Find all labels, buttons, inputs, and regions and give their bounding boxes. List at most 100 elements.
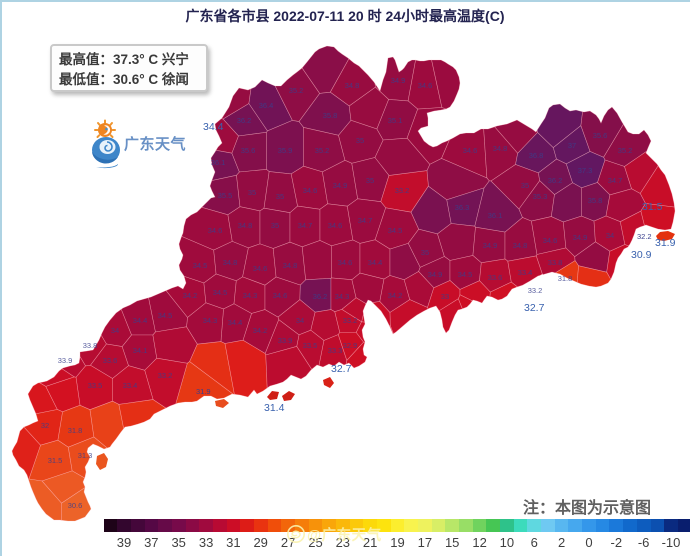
svg-text:36.2: 36.2 — [237, 116, 252, 125]
svg-text:34.6: 34.6 — [418, 81, 433, 90]
svg-text:31.5: 31.5 — [642, 201, 663, 213]
svg-text:34.9: 34.9 — [333, 181, 348, 190]
svg-text:33.3: 33.3 — [328, 346, 343, 355]
svg-text:34.2: 34.2 — [388, 291, 403, 300]
svg-text:34.6: 34.6 — [328, 221, 343, 230]
svg-text:35.5: 35.5 — [218, 191, 233, 200]
svg-text:34.8: 34.8 — [238, 221, 253, 230]
svg-text:35: 35 — [421, 248, 429, 257]
svg-text:35.2: 35.2 — [315, 146, 330, 155]
svg-text:33.8: 33.8 — [548, 258, 563, 267]
svg-text:35: 35 — [276, 192, 284, 201]
svg-text:36.8: 36.8 — [529, 151, 544, 160]
svg-text:34.5: 34.5 — [388, 226, 403, 235]
svg-text:34.6: 34.6 — [303, 186, 318, 195]
svg-text:33.9: 33.9 — [278, 336, 293, 345]
svg-text:34.5: 34.5 — [158, 311, 173, 320]
svg-text:34.6: 34.6 — [273, 291, 288, 300]
svg-text:33.2: 33.2 — [395, 186, 410, 195]
svg-text:34.9: 34.9 — [391, 76, 406, 85]
svg-text:34.8: 34.8 — [223, 258, 238, 267]
svg-text:32.2: 32.2 — [637, 232, 652, 241]
svg-text:34.8: 34.8 — [493, 144, 508, 153]
svg-text:33.2: 33.2 — [528, 286, 543, 295]
svg-text:35: 35 — [271, 221, 279, 230]
svg-text:33.5: 33.5 — [303, 341, 318, 350]
svg-text:35: 35 — [248, 188, 256, 197]
svg-text:35.8: 35.8 — [588, 196, 603, 205]
svg-text:33.4: 33.4 — [123, 381, 138, 390]
svg-text:34.5: 34.5 — [458, 270, 473, 279]
svg-text:33.2: 33.2 — [158, 371, 173, 380]
svg-text:34.4: 34.4 — [133, 316, 148, 325]
svg-text:37: 37 — [568, 141, 576, 150]
svg-text:31.4: 31.4 — [264, 402, 285, 414]
svg-text:31.5: 31.5 — [48, 456, 63, 465]
svg-text:34.3: 34.3 — [243, 291, 258, 300]
svg-text:32.9: 32.9 — [343, 341, 358, 350]
svg-text:35: 35 — [521, 181, 529, 190]
svg-text:33.5: 33.5 — [88, 381, 103, 390]
svg-text:34.7: 34.7 — [298, 221, 313, 230]
svg-text:37.3: 37.3 — [578, 166, 593, 175]
svg-text:34.2: 34.2 — [253, 326, 268, 335]
svg-text:34.6: 34.6 — [208, 226, 223, 235]
svg-text:34.7: 34.7 — [608, 176, 623, 185]
svg-text:34.9: 34.9 — [428, 270, 443, 279]
svg-text:35.8: 35.8 — [323, 111, 338, 120]
svg-text:34.9: 34.9 — [483, 241, 498, 250]
svg-text:34.4: 34.4 — [368, 258, 383, 267]
svg-text:34.8: 34.8 — [345, 81, 360, 90]
svg-text:34.4: 34.4 — [203, 121, 224, 133]
svg-text:33.6: 33.6 — [488, 273, 503, 282]
svg-text:33: 33 — [441, 292, 449, 301]
svg-text:34.5: 34.5 — [213, 288, 228, 297]
svg-text:33.6: 33.6 — [103, 356, 118, 365]
svg-text:34.7: 34.7 — [358, 216, 373, 225]
svg-text:35.9: 35.9 — [278, 146, 293, 155]
svg-text:36.3: 36.3 — [455, 203, 470, 212]
svg-text:30.9: 30.9 — [631, 249, 652, 261]
svg-text:35: 35 — [366, 176, 374, 185]
svg-text:34.8: 34.8 — [513, 241, 528, 250]
svg-text:36.1: 36.1 — [488, 211, 503, 220]
svg-text:34.5: 34.5 — [193, 261, 208, 270]
svg-text:34: 34 — [111, 326, 119, 335]
svg-text:32.7: 32.7 — [331, 363, 352, 375]
svg-text:34.1: 34.1 — [133, 346, 148, 355]
svg-text:34.6: 34.6 — [253, 264, 268, 273]
svg-text:34.6: 34.6 — [543, 236, 558, 245]
svg-text:33.4: 33.4 — [518, 268, 533, 277]
svg-text:34.9: 34.9 — [573, 233, 588, 242]
svg-text:34.2: 34.2 — [183, 291, 198, 300]
svg-text:30.6: 30.6 — [68, 501, 83, 510]
svg-text:33.2: 33.2 — [343, 316, 358, 325]
svg-text:31.9: 31.9 — [655, 237, 676, 249]
svg-text:34: 34 — [296, 316, 304, 325]
svg-text:34.6: 34.6 — [338, 258, 353, 267]
svg-text:34.3: 34.3 — [335, 292, 350, 301]
svg-text:33.9: 33.9 — [58, 356, 73, 365]
svg-text:35.6: 35.6 — [241, 146, 256, 155]
svg-text:35.2: 35.2 — [618, 146, 633, 155]
svg-text:34.6: 34.6 — [463, 146, 478, 155]
svg-text:31.3: 31.3 — [78, 451, 93, 460]
svg-text:31.9: 31.9 — [196, 387, 211, 396]
svg-text:34: 34 — [606, 231, 614, 240]
svg-text:35: 35 — [356, 136, 364, 145]
svg-text:36.2: 36.2 — [548, 176, 563, 185]
svg-text:35.6: 35.6 — [593, 131, 608, 140]
svg-text:31.8: 31.8 — [558, 274, 573, 283]
svg-text:34.4: 34.4 — [228, 318, 243, 327]
svg-text:31.8: 31.8 — [68, 426, 83, 435]
svg-text:36.2: 36.2 — [313, 292, 328, 301]
svg-text:34.8: 34.8 — [283, 261, 298, 270]
svg-text:32.7: 32.7 — [524, 302, 545, 314]
svg-text:35.2: 35.2 — [289, 86, 304, 95]
svg-text:34.3: 34.3 — [203, 316, 218, 325]
svg-text:35.3: 35.3 — [533, 192, 548, 201]
svg-text:32: 32 — [41, 421, 49, 430]
svg-text:33.8: 33.8 — [83, 341, 98, 350]
svg-text:36.4: 36.4 — [259, 101, 274, 110]
svg-text:36.1: 36.1 — [211, 158, 226, 167]
